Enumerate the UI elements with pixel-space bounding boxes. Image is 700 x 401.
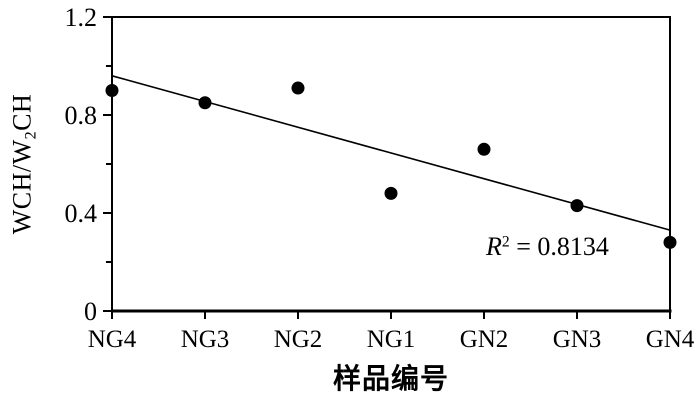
y-axis-title: WCH/W2CH <box>8 94 41 235</box>
trendline <box>111 75 671 231</box>
r-exponent: 2 <box>501 233 510 251</box>
x-tick-label: GN4 <box>646 326 695 353</box>
data-point-NG2 <box>291 81 305 95</box>
x-tick-label: NG1 <box>367 326 416 353</box>
data-point-GN4 <box>663 235 677 249</box>
r-variable: R <box>486 232 502 261</box>
plot-frame <box>111 16 671 312</box>
x-axis-title: 样品编号 <box>332 363 450 394</box>
y-tick-label: 0 <box>84 297 97 326</box>
x-tick-label: NG4 <box>88 326 137 353</box>
data-point-NG3 <box>198 96 212 110</box>
data-point-GN3 <box>570 199 584 213</box>
x-tick-label: GN3 <box>553 326 602 353</box>
x-tick-label: NG3 <box>181 326 230 353</box>
y-tick-label: 1.2 <box>65 3 98 32</box>
y-tick-label: 0.8 <box>65 101 98 130</box>
data-point-GN2 <box>477 142 491 156</box>
data-point-NG4 <box>105 84 119 97</box>
y-axis-title-subscript: 2 <box>22 130 40 140</box>
data-point-NG1 <box>384 186 398 200</box>
r-squared-annotation: R2 = 0.8134 <box>486 232 609 262</box>
y-tick-label: 0.4 <box>65 199 98 228</box>
r-value: = 0.8134 <box>509 232 609 261</box>
y-axis-title-text: WCH/W <box>7 139 37 235</box>
x-tick-label: NG2 <box>274 326 323 353</box>
x-tick-label: GN2 <box>460 326 509 353</box>
y-axis-title-text2: CH <box>7 93 37 131</box>
